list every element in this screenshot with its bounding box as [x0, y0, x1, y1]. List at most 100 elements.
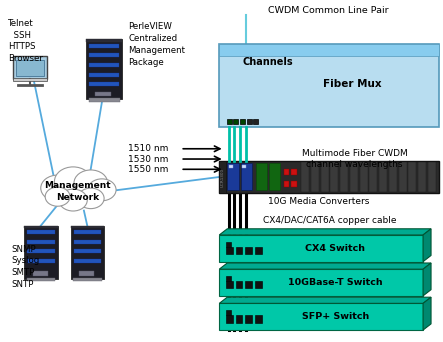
Circle shape	[54, 167, 92, 196]
Bar	[379, 162, 387, 192]
Bar	[321, 162, 329, 192]
Bar	[284, 181, 289, 187]
Bar	[255, 315, 262, 323]
Bar	[253, 119, 258, 124]
Bar	[226, 276, 231, 281]
Bar	[13, 56, 47, 79]
Bar	[236, 315, 242, 323]
Bar	[256, 163, 267, 190]
Text: Telnet
  SSH
HTTPS
Browser: Telnet SSH HTTPS Browser	[8, 19, 43, 63]
Circle shape	[59, 189, 87, 211]
Polygon shape	[423, 229, 431, 262]
Text: CWDM Common Line Pair: CWDM Common Line Pair	[268, 6, 388, 15]
Polygon shape	[219, 229, 431, 235]
Bar	[227, 163, 239, 190]
Bar	[74, 259, 101, 263]
Bar	[86, 39, 122, 99]
Bar	[418, 162, 426, 192]
Bar	[24, 226, 58, 279]
Text: 1550 nm: 1550 nm	[128, 165, 168, 174]
Text: 1530 nm: 1530 nm	[128, 155, 168, 163]
Bar	[241, 163, 252, 190]
Bar	[399, 162, 407, 192]
Text: CX4/DAC/CAT6A copper cable: CX4/DAC/CAT6A copper cable	[263, 216, 397, 225]
Bar	[89, 98, 120, 102]
Circle shape	[45, 187, 70, 206]
Bar	[350, 162, 358, 192]
Polygon shape	[219, 263, 431, 269]
Bar	[284, 169, 289, 175]
Bar	[13, 78, 47, 81]
Bar	[89, 63, 119, 67]
Bar	[73, 278, 102, 281]
Bar	[27, 249, 55, 253]
Bar	[219, 235, 423, 262]
Circle shape	[88, 179, 116, 201]
Bar	[226, 247, 233, 254]
Bar	[74, 230, 101, 234]
Circle shape	[41, 175, 74, 201]
Bar	[219, 44, 439, 56]
Bar	[245, 281, 252, 288]
Bar	[89, 44, 119, 48]
Polygon shape	[219, 297, 431, 303]
Bar	[16, 60, 44, 76]
Text: CX4 Switch: CX4 Switch	[305, 244, 365, 253]
Bar	[219, 161, 439, 193]
Bar	[245, 247, 252, 254]
Text: SFP+ Switch: SFP+ Switch	[302, 312, 369, 321]
Text: 1510 nm: 1510 nm	[128, 144, 168, 153]
Bar	[408, 162, 416, 192]
Bar	[236, 281, 242, 288]
Bar	[330, 162, 338, 192]
Bar	[219, 161, 226, 193]
Bar	[247, 119, 252, 124]
Bar	[24, 226, 58, 228]
Bar	[242, 165, 246, 168]
Bar	[79, 271, 94, 276]
Bar	[226, 315, 233, 323]
Bar	[27, 240, 55, 244]
Bar	[86, 39, 122, 42]
Text: Multimode Fiber CWDM
channel wavelengths: Multimode Fiber CWDM channel wavelengths	[302, 149, 407, 169]
Bar	[89, 73, 119, 77]
Bar	[89, 53, 119, 57]
Bar	[226, 310, 231, 315]
Text: Channels: Channels	[243, 56, 293, 67]
Bar	[71, 226, 104, 228]
Bar	[360, 162, 368, 192]
Bar	[245, 315, 252, 323]
Bar	[74, 240, 101, 244]
Text: 10G Media Converters: 10G Media Converters	[268, 197, 369, 206]
Bar	[389, 162, 397, 192]
Bar	[291, 169, 297, 175]
Bar	[71, 226, 104, 279]
Bar	[233, 119, 238, 124]
Bar	[219, 44, 439, 127]
Bar	[33, 271, 48, 276]
Bar	[74, 249, 101, 253]
Polygon shape	[423, 263, 431, 296]
Polygon shape	[423, 297, 431, 330]
Bar	[236, 247, 242, 254]
Text: 10GBase-T Switch: 10GBase-T Switch	[288, 278, 383, 287]
Text: Fiber Mux: Fiber Mux	[323, 79, 381, 89]
Bar	[27, 230, 55, 234]
Circle shape	[78, 188, 104, 209]
Text: UCR1300: UCR1300	[221, 168, 225, 186]
Bar	[255, 247, 262, 254]
Bar	[428, 162, 436, 192]
Bar	[226, 242, 231, 247]
Circle shape	[74, 170, 108, 196]
Bar	[27, 278, 55, 281]
Bar	[311, 162, 319, 192]
Bar	[226, 281, 233, 288]
Bar	[269, 163, 280, 190]
Bar	[340, 162, 348, 192]
Bar	[27, 259, 55, 263]
Bar	[89, 82, 119, 86]
Bar	[95, 92, 111, 96]
Text: PerleVIEW
Centralized
Management
Package: PerleVIEW Centralized Management Package	[128, 22, 186, 67]
Text: Management
Network: Management Network	[44, 181, 111, 202]
Bar	[240, 119, 245, 124]
